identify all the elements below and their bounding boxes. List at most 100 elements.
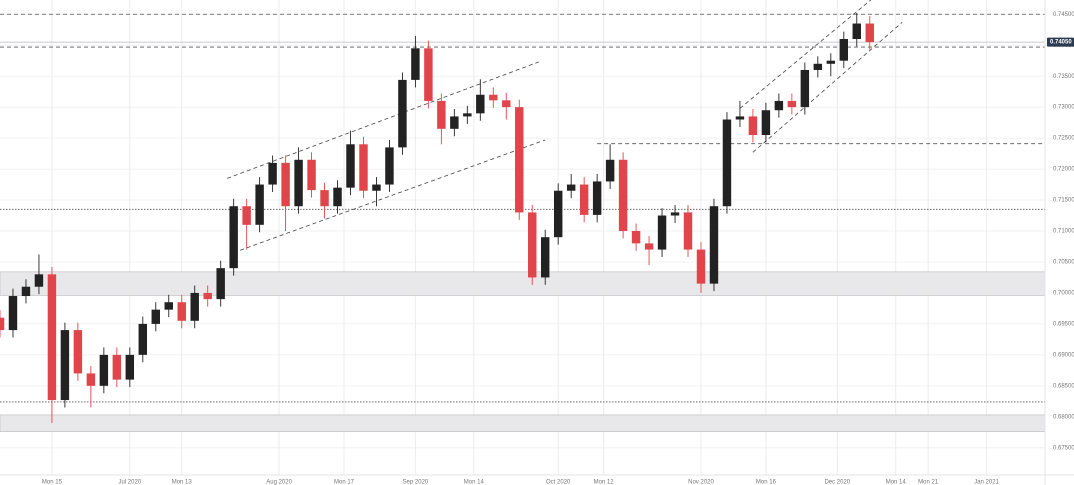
x-tick-label: Nov 2020 [688, 480, 714, 485]
candle-body [151, 309, 160, 324]
candle-body [177, 302, 186, 321]
candle-body [450, 116, 459, 129]
candle-body [34, 274, 44, 287]
plot-area [0, 0, 1045, 475]
x-tick-label: Jul 2020 [118, 480, 141, 485]
candle-body [99, 354, 109, 386]
trend-line [227, 61, 539, 179]
x-tick-label: Mon 12 [594, 480, 615, 485]
candle-body [242, 206, 251, 225]
current-price-box [1047, 37, 1074, 47]
y-tick-label: 0.73000 [1053, 105, 1074, 111]
candle-body [579, 184, 589, 215]
x-tick-label: Sep 2020 [403, 480, 429, 485]
candle-body [631, 230, 641, 244]
candle-body [489, 94, 498, 101]
candle-body [735, 116, 745, 120]
candle-body [618, 159, 628, 231]
candle-body [709, 206, 719, 284]
candle-body [385, 147, 394, 185]
x-tick-label: Oct 2020 [546, 480, 571, 485]
candle-body [813, 63, 823, 70]
candle-body [411, 48, 420, 80]
x-tick-label: Mon 13 [172, 480, 193, 485]
y-tick-label: 0.69000 [1053, 352, 1074, 358]
candle-body [774, 100, 784, 111]
candle-body [839, 39, 849, 61]
candle-body [437, 100, 446, 129]
y-tick-label: 0.69500 [1053, 321, 1074, 327]
candle-body [553, 190, 563, 238]
candle-body [605, 159, 615, 182]
candle-body [216, 268, 225, 300]
candle-body [164, 302, 173, 310]
candle-body [826, 60, 836, 64]
x-tick-label: Mon 21 [918, 480, 939, 485]
current-price-label: 0.74050 [1050, 40, 1072, 46]
x-tick-label: Mon 16 [756, 480, 777, 485]
candle-body [852, 23, 861, 40]
y-tick-label: 0.71500 [1053, 198, 1074, 204]
y-tick-label: 0.71000 [1053, 229, 1074, 235]
zone [0, 414, 1045, 432]
candle-body [125, 354, 135, 380]
candle-body [696, 249, 706, 284]
candle-body [320, 190, 329, 207]
candle-body [229, 206, 238, 269]
candle-body [73, 330, 83, 374]
trend-line [752, 21, 903, 153]
candle-body [865, 23, 874, 43]
candle-body [670, 212, 680, 216]
candle-body [190, 292, 199, 321]
candle-body [657, 215, 667, 250]
y-tick-label: 0.73500 [1053, 74, 1074, 80]
x-tick-label: Mon 14 [464, 480, 485, 485]
y-tick-label: 0.74500 [1053, 12, 1074, 18]
candle-body [112, 354, 122, 380]
candle-body [0, 317, 5, 331]
y-tick-label: 0.70500 [1053, 260, 1074, 266]
candle-body [424, 48, 433, 101]
candle-body [800, 69, 810, 108]
candle-body [333, 187, 342, 207]
candle-body [683, 212, 693, 250]
candle-body [268, 162, 277, 185]
y-tick-label: 0.72000 [1053, 167, 1074, 173]
candle-body [255, 184, 264, 225]
candle-body [359, 144, 368, 191]
candle-body [60, 330, 70, 401]
candle-body [8, 296, 18, 331]
zone [0, 271, 1045, 296]
candle-body [398, 79, 407, 148]
candle-body [47, 274, 57, 401]
y-tick-label: 0.68500 [1053, 383, 1074, 389]
candle-body [21, 286, 31, 297]
candle-body [463, 113, 472, 117]
candle-body [476, 94, 485, 114]
candle-body [761, 110, 771, 136]
candle-body [138, 323, 148, 355]
x-tick-label: Mon 15 [42, 480, 63, 485]
x-tick-label: Aug 2020 [266, 480, 292, 485]
candle-body [540, 237, 550, 278]
x-tick-label: Mon 14 [886, 480, 907, 485]
y-tick-label: 0.72500 [1053, 136, 1074, 142]
x-tick-label: Mon 17 [334, 480, 355, 485]
candle-body [346, 144, 355, 188]
candle-body [86, 373, 96, 386]
candle-body [566, 184, 576, 191]
candle-body [281, 162, 290, 207]
candle-body [748, 116, 758, 136]
y-tick-label: 0.67500 [1053, 445, 1074, 451]
candle-body [294, 159, 303, 207]
candle-body [722, 119, 732, 207]
x-tick-label: Dec 2020 [824, 480, 850, 485]
candle-body [372, 184, 381, 191]
candle-body [592, 181, 602, 215]
candle-body [787, 100, 797, 108]
candle-body [203, 292, 212, 300]
y-tick-label: 0.68000 [1053, 414, 1074, 420]
candle-body [644, 243, 654, 250]
x-tick-label: Jan 2021 [974, 480, 999, 485]
